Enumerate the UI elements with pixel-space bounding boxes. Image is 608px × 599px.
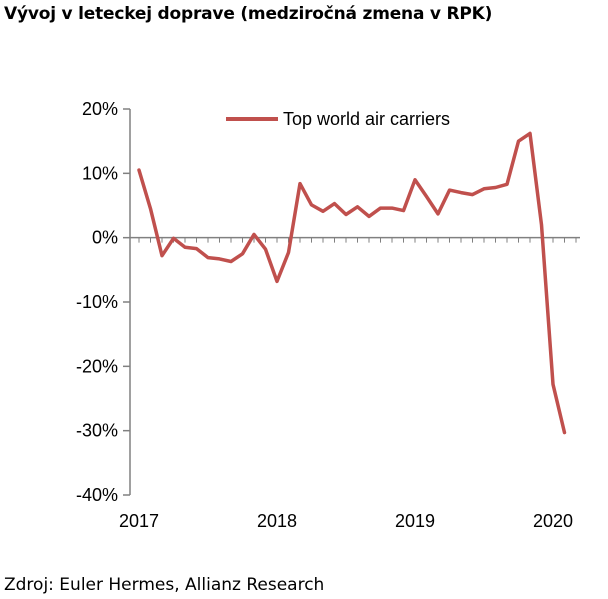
y-tick-label: -40% <box>76 485 118 505</box>
source-note: Zdroj: Euler Hermes, Allianz Research <box>4 575 325 595</box>
x-tick-label: 2019 <box>395 511 435 531</box>
x-tick-label: 2020 <box>533 511 573 531</box>
x-tick-label: 2017 <box>119 511 159 531</box>
chart-title: Vývoj v leteckej doprave (medziročná zme… <box>4 4 493 24</box>
y-tick-label: -20% <box>76 356 118 376</box>
y-axis: 20% 10% 0% -10% -20% -30% -40% <box>76 99 131 505</box>
legend: Top world air carriers <box>226 109 450 129</box>
x-axis: 2017 2018 2019 2020 <box>119 236 580 531</box>
y-tick-label: 0% <box>92 228 118 248</box>
x-tick-label: 2018 <box>257 511 297 531</box>
series-group <box>137 131 567 435</box>
legend-label: Top world air carriers <box>283 109 450 129</box>
y-tick-label: 10% <box>82 163 118 183</box>
series-line <box>137 131 567 435</box>
y-tick-label: -10% <box>76 292 118 312</box>
y-tick-label: 20% <box>82 99 118 119</box>
y-tick-label: -30% <box>76 421 118 441</box>
